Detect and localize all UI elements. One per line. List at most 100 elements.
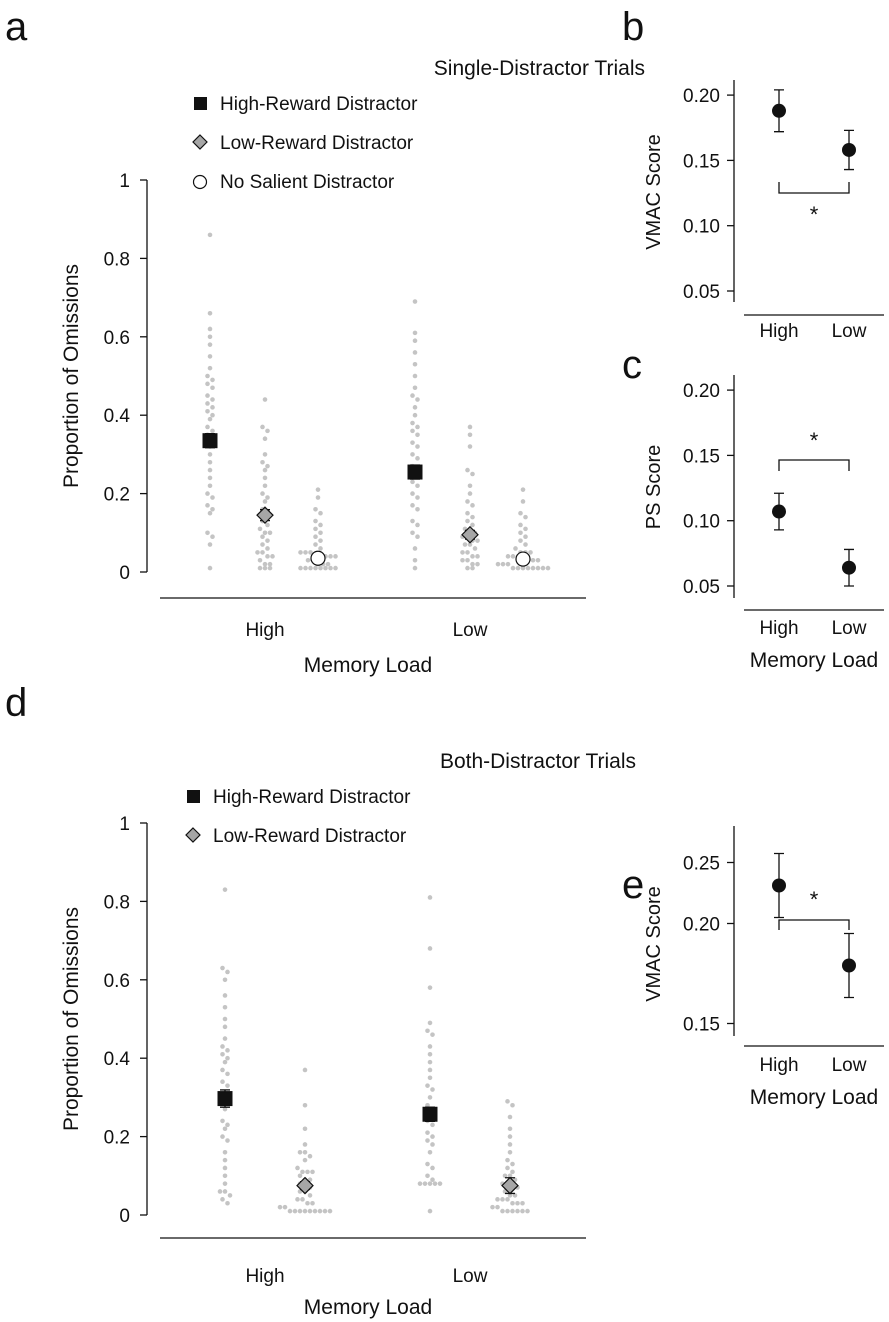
score-point (772, 504, 786, 519)
data-point (207, 326, 213, 332)
legend-low-reward-label: Low-Reward Distractor (220, 133, 414, 154)
data-point (260, 550, 265, 555)
legend-high-reward-label: High-Reward Distractor (220, 94, 418, 115)
data-point (210, 397, 215, 402)
data-point (255, 550, 260, 555)
data-point (427, 1067, 433, 1073)
data-point (207, 452, 213, 457)
data-point (307, 1193, 313, 1198)
mean-marker (310, 550, 326, 566)
data-point (328, 554, 333, 559)
panel-label-a: a (5, 5, 28, 49)
data-point (470, 561, 475, 567)
data-point (222, 1024, 228, 1030)
data-point (470, 514, 475, 520)
data-point (505, 1165, 510, 1171)
data-point (328, 565, 333, 571)
data-point (220, 1197, 225, 1202)
panel-c-y-axis: 0.05 0.10 0.15 0.20 PS Score (643, 375, 735, 598)
data-point (430, 1122, 435, 1128)
data-point (412, 330, 418, 336)
panel-label-b: b (622, 5, 644, 49)
x-tick-label-high: High (759, 1055, 798, 1076)
data-point (222, 1165, 228, 1171)
data-point (470, 503, 475, 508)
data-point (410, 503, 415, 508)
data-point (210, 428, 215, 434)
data-point (222, 1036, 228, 1041)
x-tick-label-low: Low (832, 321, 867, 342)
data-point (222, 1189, 228, 1194)
panel-d-y-axis: 0 0.2 0.4 0.6 0.8 1 Proportion of Omissi… (60, 814, 148, 1227)
x-tick-label-low: Low (832, 618, 867, 639)
data-point (207, 416, 213, 422)
data-point (267, 561, 273, 567)
data-point (303, 550, 308, 555)
panel-label-e: e (622, 863, 644, 907)
data-point (310, 1200, 315, 1206)
panel-a-title: Single-Distractor Trials (434, 57, 645, 80)
data-point (257, 526, 263, 532)
data-point (205, 373, 210, 379)
x-tick-label-high: High (759, 618, 798, 639)
data-point (225, 1200, 230, 1206)
data-point (470, 471, 475, 477)
data-point (415, 495, 420, 500)
y-tick-label: 1 (119, 171, 130, 192)
y-tick-label: 0.8 (104, 249, 130, 270)
data-point (535, 557, 541, 563)
data-point (305, 557, 311, 563)
y-tick-label: 0.20 (683, 915, 720, 936)
score-point (772, 878, 786, 893)
score-point (842, 958, 856, 973)
data-point (415, 432, 420, 438)
panel-d-x-axis: High Low Memory Load (160, 1237, 586, 1319)
data-point (518, 538, 523, 543)
data-point (260, 459, 265, 465)
data-point (427, 1149, 433, 1155)
data-point (507, 1126, 513, 1132)
panel-a-plot (202, 232, 551, 571)
y-tick-label: 0.2 (104, 1128, 130, 1149)
data-point (265, 522, 270, 528)
data-point (467, 424, 473, 430)
panel-c: 0.05 0.10 0.15 0.20 PS Score High Low Me… (643, 375, 884, 672)
data-point (412, 565, 418, 571)
data-point (523, 542, 528, 547)
y-tick-label: 0.15 (683, 151, 720, 172)
x-tick-label-low: Low (453, 620, 488, 641)
legend-high-reward-marker (194, 97, 207, 110)
data-point (222, 1173, 228, 1179)
data-point (313, 565, 318, 571)
data-point (412, 557, 418, 563)
data-point (302, 1102, 308, 1108)
data-point (412, 546, 418, 551)
legend-low-reward-label: Low-Reward Distractor (213, 826, 407, 847)
data-point (210, 377, 215, 383)
score-point (842, 560, 856, 575)
y-tick-label: 0.15 (683, 446, 720, 467)
data-point (505, 561, 511, 567)
x-tick-label-high: High (245, 1266, 284, 1287)
score-point (772, 103, 786, 118)
y-tick-label: 0.10 (683, 217, 720, 238)
data-point (262, 452, 268, 457)
data-point (325, 561, 331, 567)
data-point (412, 350, 418, 355)
data-point (225, 1122, 230, 1128)
panel-e-plot (772, 852, 856, 999)
data-point (510, 1161, 515, 1167)
panel-label-c: c (622, 343, 642, 387)
data-point (207, 334, 213, 340)
data-point (297, 1208, 303, 1214)
panel-b-significance: * (778, 182, 850, 227)
panel-d-plot (217, 887, 530, 1214)
y-tick-label: 1 (119, 814, 130, 835)
x-tick-label-high: High (245, 620, 284, 641)
y-tick-label: 0 (119, 1206, 130, 1227)
data-point (470, 522, 475, 528)
data-point (415, 444, 420, 449)
data-point (495, 561, 501, 567)
legend-low-reward-marker (185, 827, 201, 843)
